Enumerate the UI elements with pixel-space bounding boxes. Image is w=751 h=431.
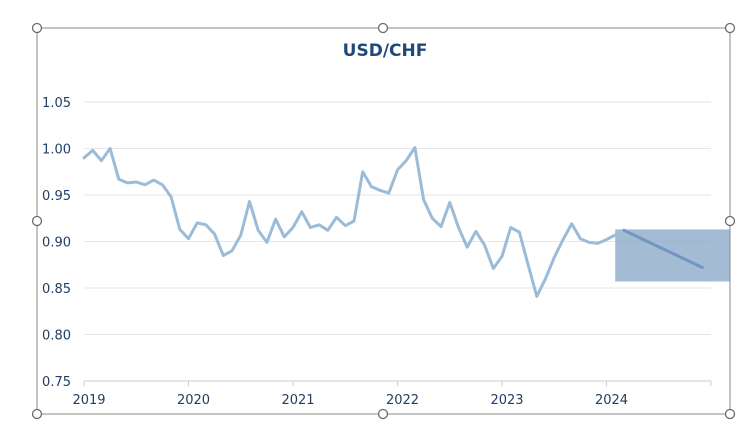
x-axis-tick-labels: 2019 2020 2021 2022 2023 2024: [72, 393, 628, 408]
selection-border: [36, 27, 731, 415]
x-tick-label: 2024: [595, 393, 628, 408]
resize-handle[interactable]: [724, 215, 736, 227]
chart-title: USD/CHF: [343, 41, 428, 61]
resize-handle[interactable]: [31, 215, 43, 227]
x-tick-label: 2021: [281, 393, 314, 408]
selection-frame[interactable]: [31, 22, 736, 420]
y-tick-label: 1.00: [42, 143, 71, 158]
grid-lines: [84, 101, 711, 335]
y-tick-label: 0.90: [42, 236, 71, 251]
y-tick-label: 0.80: [42, 329, 71, 344]
series-layer: [82, 146, 704, 298]
x-tick-label: 2023: [490, 393, 523, 408]
x-tick-label: 2020: [177, 393, 210, 408]
y-tick-label: 0.75: [42, 375, 71, 390]
y-tick-label: 0.85: [42, 282, 71, 297]
x-tick-label: 2019: [72, 393, 105, 408]
resize-handle[interactable]: [31, 408, 43, 420]
x-tick-label: 2022: [386, 393, 419, 408]
resize-handle[interactable]: [377, 408, 389, 420]
x-axis: [83, 380, 712, 386]
y-tick-label: 1.05: [42, 96, 71, 111]
resize-handle[interactable]: [377, 22, 389, 34]
y-axis-tick-labels: 0.75 0.80 0.85 0.90 0.95 1.00 1.05: [42, 96, 71, 390]
series-line-history: [82, 146, 626, 298]
series-line-forecast: [622, 228, 704, 269]
y-tick-label: 0.95: [42, 189, 71, 204]
resize-handle[interactable]: [724, 22, 736, 34]
forecast-band: [615, 229, 730, 282]
resize-handle[interactable]: [724, 408, 736, 420]
resize-handle[interactable]: [31, 22, 43, 34]
forecast-band-layer: [615, 229, 730, 282]
